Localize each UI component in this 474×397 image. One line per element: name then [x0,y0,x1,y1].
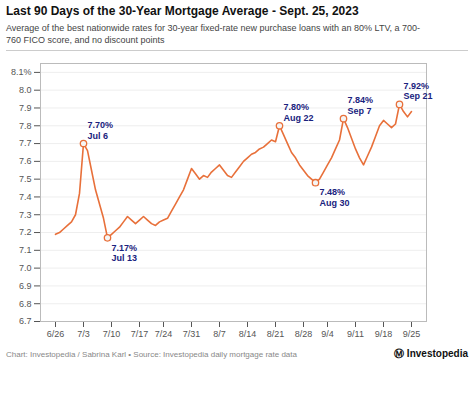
svg-text:7.3: 7.3 [19,210,32,220]
svg-text:9/11: 9/11 [347,329,364,339]
svg-text:7/3: 7/3 [77,329,90,339]
svg-text:7.2: 7.2 [19,227,32,237]
svg-text:7.8: 7.8 [19,121,32,131]
svg-text:7.80%Aug 22: 7.80%Aug 22 [284,102,314,123]
svg-text:7.92%Sep 21: 7.92%Sep 21 [404,81,433,102]
svg-text:8.1%: 8.1% [11,67,32,77]
svg-text:7.5: 7.5 [19,174,32,184]
svg-text:7.0: 7.0 [19,263,32,273]
html-text:Ⓜ Investopedia: Ⓜ Investopedia [394,348,468,359]
svg-text:7.17%Jul 13: 7.17%Jul 13 [112,243,138,264]
svg-text:7.70%Jul 6: 7.70%Jul 6 [88,120,114,141]
svg-text:7.7: 7.7 [19,138,32,148]
svg-text:9/4: 9/4 [321,329,334,339]
svg-text:7/31: 7/31 [183,329,201,339]
svg-text:7.1: 7.1 [19,245,32,255]
svg-text:8.0: 8.0 [19,85,32,95]
svg-text:6.7: 6.7 [19,316,32,326]
svg-text:7.84%Sep 7: 7.84%Sep 7 [348,95,374,116]
svg-text:9/18: 9/18 [375,329,393,339]
svg-text:7/24: 7/24 [155,329,173,339]
svg-text:8/14: 8/14 [239,329,257,339]
svg-text:7/10: 7/10 [103,329,121,339]
svg-text:9/25: 9/25 [403,329,421,339]
svg-text:7.48%Aug 30: 7.48%Aug 30 [320,187,350,208]
svg-text:6.9: 6.9 [19,281,32,291]
html-text:Last 90 Days of the 30-Year Mo: Last 90 Days of the 30-Year Mortgage Ave… [6,4,359,18]
svg-text:7.9: 7.9 [19,103,32,113]
svg-text:6/26: 6/26 [47,329,65,339]
html-text:Chart: Investopedia / Sabrina: Chart: Investopedia / Sabrina Karl • Sou… [6,350,297,359]
svg-text:6.8: 6.8 [19,299,32,309]
svg-text:8/28: 8/28 [295,329,313,339]
svg-text:7/17: 7/17 [131,329,149,339]
svg-text:8/21: 8/21 [267,329,285,339]
svg-text:8/7: 8/7 [213,329,226,339]
svg-text:7.6: 7.6 [19,156,32,166]
svg-text:7.4: 7.4 [19,192,32,202]
html-text:Average of the best nationwide: Average of the best nationwide rates for… [6,23,421,45]
